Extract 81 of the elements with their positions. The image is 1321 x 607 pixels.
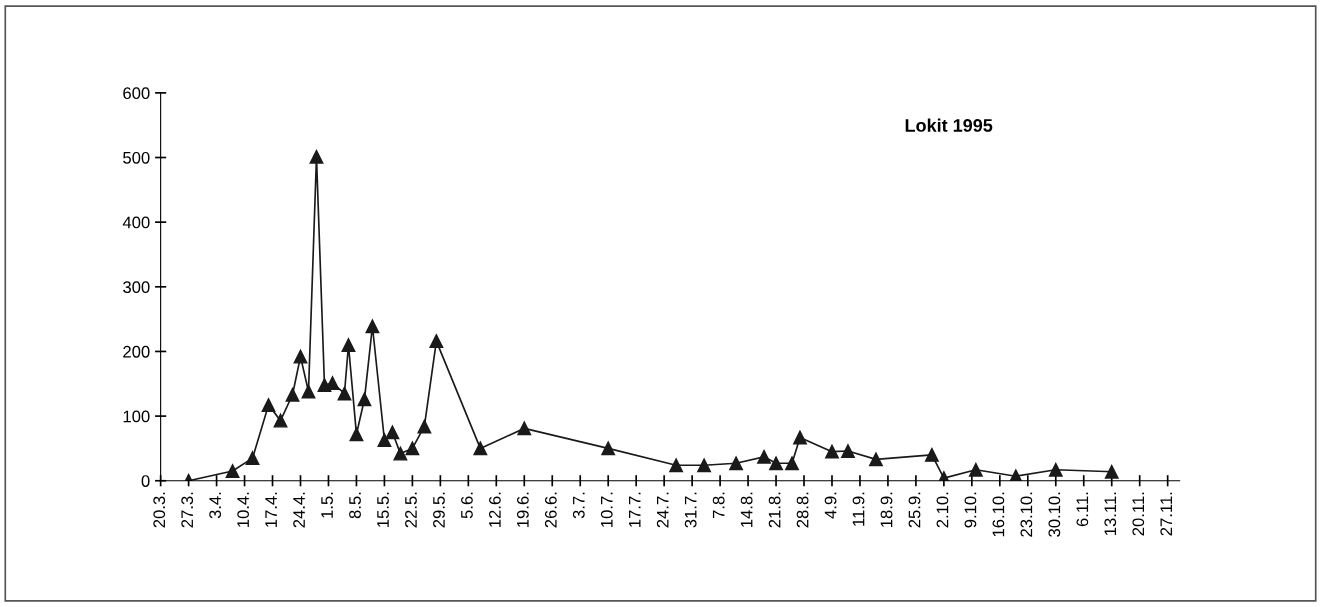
x-tick-label: 26.6. [544,492,557,528]
point [285,387,300,402]
x-tick-label: 19.6. [516,492,529,527]
point [293,349,308,364]
y-tick-label: 100 [123,410,150,423]
point [1048,462,1063,477]
point [924,447,939,462]
x-tick-label: 27.11. [1160,492,1172,536]
x-tick-label: 23.10. [1020,492,1033,537]
point [309,149,324,164]
y-tick-label: 0 [141,475,150,487]
point [1104,464,1119,479]
point [697,458,712,473]
x-tick-label: 1.5. [321,492,333,518]
x-tick-label: 20.3. [153,492,166,528]
x-tick-label: 10.4. [237,492,250,527]
x-tick-label: 2.10. [936,492,949,528]
x-tick-label: 31.7. [684,492,697,528]
point [301,384,316,399]
y-tick-label: 400 [122,216,150,229]
point [365,319,380,334]
x-tick-label: 7.8. [712,492,725,519]
point [245,451,260,466]
x-tick-label: 6.11. [1076,492,1089,527]
x-tick-label: 13.11. [1104,492,1117,535]
point [417,419,432,434]
x-tick-label: 20.11. [1132,492,1145,536]
point [341,338,356,352]
point [869,452,883,467]
point [429,334,444,349]
point [785,456,799,471]
x-tick-label: 16.10. [992,492,1005,537]
x-tick-label: 17.4. [265,492,277,527]
point [825,444,839,459]
point [261,398,276,413]
point [841,444,855,458]
point [601,441,616,456]
x-tick-label: 28.8. [796,492,809,528]
point [349,427,364,442]
x-tick-label: 29.5. [433,492,445,528]
x-tick-label: 18.9. [880,492,893,527]
x-tick-label: 27.3. [181,492,194,528]
point [393,446,408,461]
point [769,456,783,471]
x-tick-label: 22.5. [405,492,417,528]
y-tick-label: 200 [123,345,150,358]
y-tick-label: 600 [123,87,150,100]
point [757,449,771,464]
point [405,441,420,456]
x-tick-label: 24.4. [293,492,305,528]
x-tick-label: 25.9. [908,492,921,528]
y-tick-label: 300 [123,281,150,294]
point [968,462,983,477]
x-tick-label: 11.9. [852,492,865,526]
annotation: Lokit 1995 [905,118,993,132]
point [273,413,288,428]
point [729,456,744,471]
x-tick-label: 12.6. [488,492,501,527]
point [473,441,488,456]
x-tick-label: 4.9. [824,492,837,519]
x-tick-label: 8.5. [349,492,361,519]
x-tick-label: 21.8. [768,492,781,528]
x-tick-label: 24.7. [656,492,669,528]
x-tick-label: 10.7. [600,492,613,527]
point [793,430,807,445]
point [337,386,352,401]
point [225,464,240,478]
x-tick-label: 15.5. [377,492,389,527]
x-tick-label: 5.6. [461,492,473,519]
x-tick-label: 3.4. [209,492,222,519]
point [377,433,392,447]
point [669,458,684,473]
y-tick-label: 500 [123,151,150,164]
x-tick-label: 14.8. [740,492,753,527]
x-tick-label: 17.7. [629,492,641,527]
point [385,425,400,440]
point [357,392,372,407]
x-tick-label: 30.10. [1048,492,1061,537]
x-tick-label: 9.10. [964,492,977,528]
point [517,421,532,436]
x-tick-label: 3.7. [572,492,585,519]
